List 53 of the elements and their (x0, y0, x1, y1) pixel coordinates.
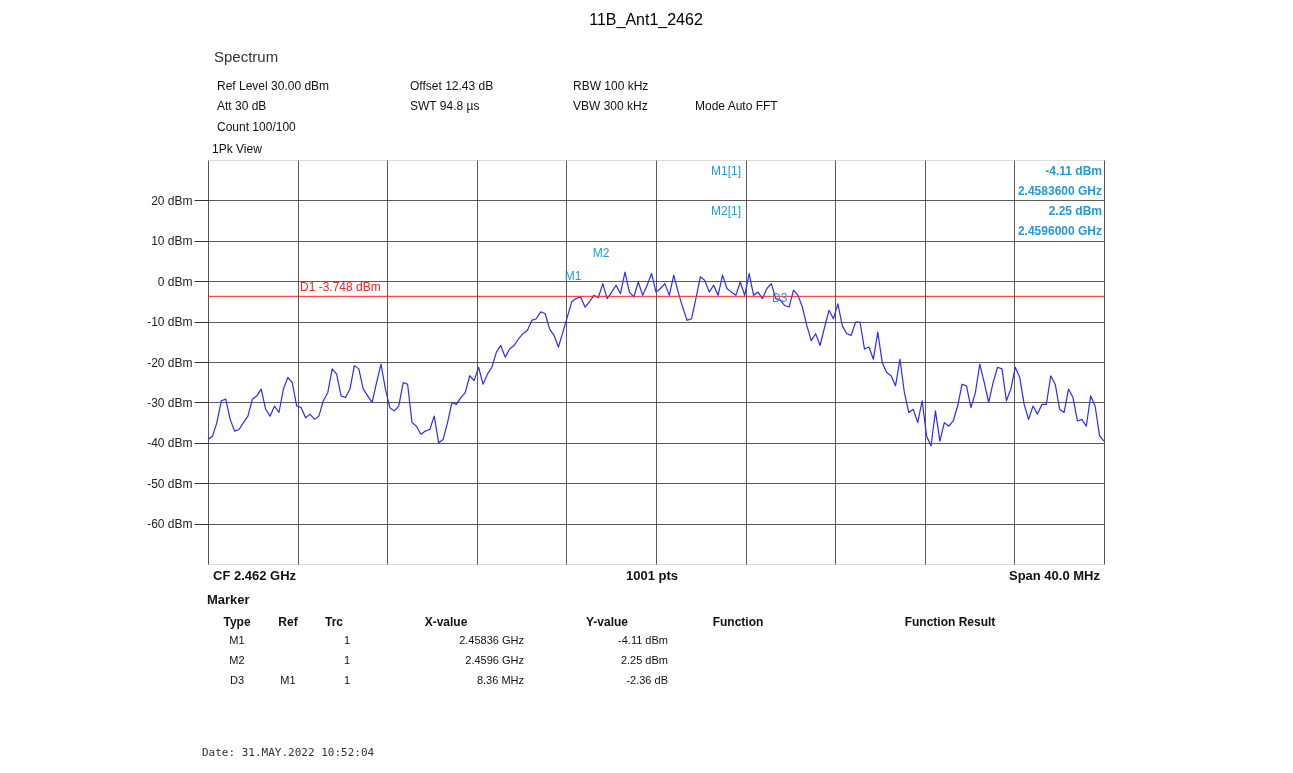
text: Trc (324, 615, 344, 629)
text: Span 40.0 MHz (1008, 568, 1101, 583)
text: Spectrum (214, 48, 279, 65)
y-tick-label: 20 dBm (151, 193, 193, 208)
annotation: M2 (592, 246, 610, 260)
text: SWT 94.8 µs (410, 99, 480, 113)
text: D3 (229, 674, 245, 686)
text: 1 (343, 634, 350, 646)
text: 1Pk View (212, 142, 263, 156)
text: RBW 100 kHz (573, 79, 649, 93)
y-tick-label: -10 dBm (147, 315, 193, 330)
text: X-value (424, 615, 468, 629)
chart-title: 11B_Ant1_2462 (589, 11, 703, 29)
text: 2.45836 GHz (459, 634, 524, 646)
y-tick-label: -60 dBm (147, 517, 193, 532)
text: -2.36 dB (626, 674, 668, 686)
text: 1 (343, 654, 350, 666)
text: Function Result (904, 615, 996, 629)
text: 8.36 MHz (476, 674, 524, 686)
y-tick-label: -20 dBm (147, 355, 193, 370)
y-tick-label: 10 dBm (151, 234, 193, 249)
text: Function (712, 615, 764, 629)
text: Date: 31.MAY.2022 10:52:04 (202, 746, 375, 759)
ref-line-label: D1 -3.748 dBm (300, 280, 381, 295)
y-tick-label: -40 dBm (147, 436, 193, 451)
text: M1 (280, 674, 296, 686)
text: 2.25 dBm (620, 654, 668, 666)
annotation: M1[1] (710, 164, 741, 178)
text: Att 30 dB (217, 99, 267, 113)
y-tick-label: -30 dBm (147, 395, 193, 410)
text: M2 (229, 654, 245, 666)
text: 1001 pts (625, 568, 679, 583)
annotation: 2.4596000 GHz (1017, 224, 1102, 238)
y-tick-label: -50 dBm (147, 476, 193, 491)
annotation: -4.11 dBm (1045, 164, 1102, 178)
text: VBW 300 kHz (573, 99, 648, 113)
text: M1 (229, 634, 245, 646)
text: Y-value (585, 615, 629, 629)
text: -4.11 dBm (618, 634, 668, 646)
text: Ref Level 30.00 dBm (217, 79, 330, 93)
text: Ref (278, 615, 299, 629)
text: Offset 12.43 dB (410, 79, 494, 93)
text: CF 2.462 GHz (213, 568, 297, 583)
text: Count 100/100 (217, 120, 297, 134)
y-tick-label: 0 dBm (157, 274, 193, 289)
text: 1 (343, 674, 350, 686)
annotation: 2.4583600 GHz (1017, 184, 1102, 198)
text: Marker (207, 592, 250, 607)
text: 2.4596 GHz (465, 654, 524, 666)
text: Type (223, 615, 251, 629)
text: Mode Auto FFT (695, 99, 779, 113)
annotation: 2.25 dBm (1048, 204, 1102, 218)
annotation: M2[1] (710, 204, 741, 218)
